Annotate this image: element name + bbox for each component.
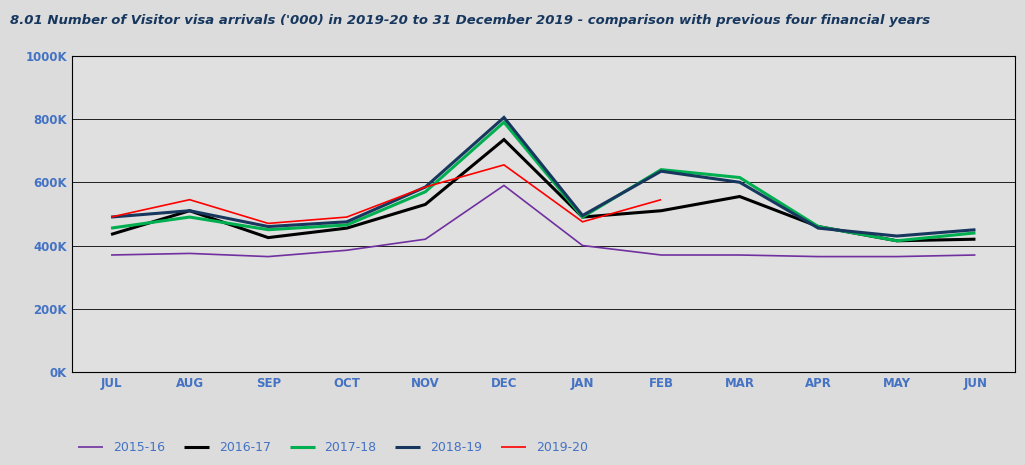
2019-20 <box>419 184 432 190</box>
Line: 2016-17: 2016-17 <box>111 140 976 241</box>
2019-20 <box>498 162 510 168</box>
2019-20 <box>576 219 588 225</box>
2018-19 <box>262 224 275 229</box>
2015-16 <box>419 236 432 242</box>
2017-18 <box>419 189 432 194</box>
2016-17 <box>891 238 903 244</box>
2016-17 <box>340 226 353 231</box>
2016-17 <box>734 194 746 199</box>
2017-18 <box>340 222 353 228</box>
2015-16 <box>970 252 982 258</box>
2016-17 <box>105 232 117 237</box>
2016-17 <box>419 202 432 207</box>
2016-17 <box>970 236 982 242</box>
2017-18 <box>812 224 824 229</box>
2018-19 <box>655 168 667 174</box>
2018-19 <box>734 179 746 185</box>
2015-16 <box>183 251 196 256</box>
2019-20 <box>183 197 196 202</box>
2015-16 <box>891 254 903 259</box>
2018-19 <box>419 184 432 190</box>
2019-20 <box>262 220 275 226</box>
2016-17 <box>183 208 196 213</box>
Legend: 2015-16, 2016-17, 2017-18, 2018-19, 2019-20: 2015-16, 2016-17, 2017-18, 2018-19, 2019… <box>78 441 588 454</box>
2018-19 <box>340 219 353 225</box>
2017-18 <box>576 214 588 220</box>
Text: 8.01 Number of Visitor visa arrivals ('000) in 2019-20 to 31 December 2019 - com: 8.01 Number of Visitor visa arrivals ('0… <box>10 14 931 27</box>
Line: 2018-19: 2018-19 <box>111 118 976 236</box>
2015-16 <box>262 254 275 259</box>
2018-19 <box>498 115 510 120</box>
2017-18 <box>891 238 903 244</box>
2019-20 <box>340 214 353 220</box>
2016-17 <box>262 235 275 240</box>
2016-17 <box>576 214 588 220</box>
2019-20 <box>105 214 117 220</box>
2017-18 <box>655 167 667 173</box>
Line: 2017-18: 2017-18 <box>111 122 976 241</box>
2017-18 <box>262 227 275 232</box>
2018-19 <box>105 214 117 220</box>
2015-16 <box>576 243 588 248</box>
2018-19 <box>891 233 903 239</box>
2015-16 <box>498 183 510 188</box>
2017-18 <box>498 120 510 125</box>
2017-18 <box>734 175 746 180</box>
2015-16 <box>812 254 824 259</box>
2016-17 <box>812 224 824 229</box>
2017-18 <box>183 214 196 220</box>
2017-18 <box>105 226 117 231</box>
2017-18 <box>970 230 982 236</box>
2016-17 <box>498 137 510 142</box>
2016-17 <box>655 208 667 213</box>
2019-20 <box>655 197 667 202</box>
2015-16 <box>734 252 746 258</box>
2018-19 <box>812 226 824 231</box>
2015-16 <box>340 247 353 253</box>
2018-19 <box>183 208 196 213</box>
2015-16 <box>105 252 117 258</box>
2018-19 <box>970 227 982 232</box>
Line: 2019-20: 2019-20 <box>111 165 661 223</box>
2015-16 <box>655 252 667 258</box>
2018-19 <box>576 213 588 218</box>
Line: 2015-16: 2015-16 <box>111 186 976 257</box>
